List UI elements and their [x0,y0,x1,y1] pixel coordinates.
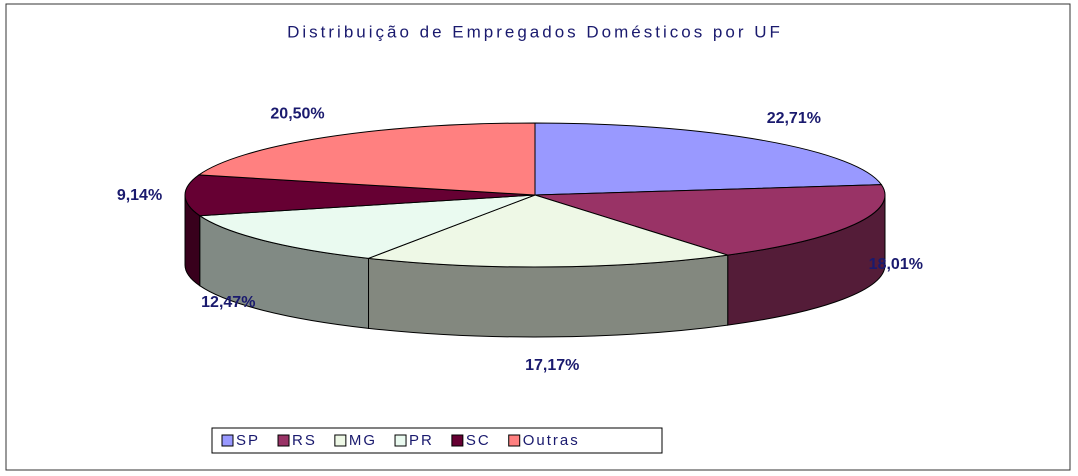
value-label: 17,17% [525,357,579,374]
value-label: 18,01% [869,256,923,273]
legend-swatch [221,434,234,447]
pie-slice [197,122,536,196]
legend-label: Outras [523,432,580,449]
legend-label: MG [349,432,377,449]
pie-slice [534,184,886,256]
pie-slice [534,122,883,196]
legend-label: SP [236,432,260,449]
legend-label: SC [466,432,491,449]
legend-swatch [394,434,407,447]
value-label: 20,50% [270,106,324,123]
legend-swatch [277,434,290,447]
legend-label: PR [409,432,434,449]
legend-swatch [451,434,464,447]
value-label: 22,71% [767,110,821,127]
value-label: 9,14% [117,187,162,204]
pie-slice [368,194,728,268]
legend-swatch [508,434,521,447]
pie-slice [184,174,536,217]
chart-title: Distribuição de Empregados Domésticos po… [287,22,783,41]
legend-label: RS [292,432,317,449]
value-label: 12,47% [201,294,255,311]
legend-swatch [334,434,347,447]
